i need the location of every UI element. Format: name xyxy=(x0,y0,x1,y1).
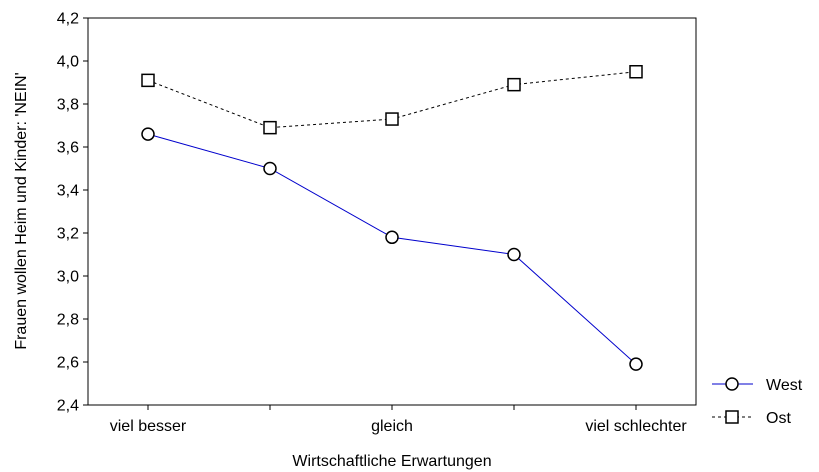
x-axis-title: Wirtschaftliche Erwartungen xyxy=(292,453,491,470)
data-point-ost xyxy=(507,77,521,92)
x-tick-label: gleich xyxy=(371,418,413,435)
y-axis: 2,4 2,6 2,8 3,0 3,2 3,4 3,6 3,8 4,0 4,2 xyxy=(57,11,88,415)
series-line-west xyxy=(147,133,637,365)
legend-label-ost: Ost xyxy=(766,410,791,427)
series-layer xyxy=(141,65,643,371)
y-tick-label: 3,2 xyxy=(57,226,79,243)
y-tick-label: 4,0 xyxy=(57,54,79,71)
y-tick-label: 2,6 xyxy=(57,355,79,372)
legend-marker-ost xyxy=(725,410,739,424)
data-point-west xyxy=(629,357,643,371)
x-axis: viel besser gleich viel schlechter xyxy=(110,405,687,435)
data-point-west xyxy=(507,247,521,262)
legend: West Ost xyxy=(712,377,803,427)
data-point-west xyxy=(385,230,399,245)
y-tick-label: 3,0 xyxy=(57,269,79,286)
legend-label-west: West xyxy=(766,377,803,394)
y-tick-label: 3,8 xyxy=(57,97,79,114)
plot-frame xyxy=(87,17,697,406)
data-point-ost xyxy=(141,73,155,88)
x-tick-label: viel besser xyxy=(110,418,187,435)
y-tick-label: 4,2 xyxy=(57,11,79,28)
y-tick-label: 3,4 xyxy=(57,183,79,200)
data-point-west xyxy=(141,127,155,141)
y-axis-title: Frauen wollen Heim und Kinder: 'NEIN' xyxy=(13,72,30,349)
x-tick-label: viel schlechter xyxy=(585,418,687,435)
y-tick-label: 2,8 xyxy=(57,312,79,329)
y-tick-label: 2,4 xyxy=(57,398,79,415)
data-point-west xyxy=(263,161,277,176)
data-point-ost xyxy=(629,65,643,79)
data-point-ost xyxy=(263,120,277,135)
data-point-ost xyxy=(385,112,399,126)
y-tick-label: 3,6 xyxy=(57,140,79,157)
legend-marker-west xyxy=(725,377,739,391)
